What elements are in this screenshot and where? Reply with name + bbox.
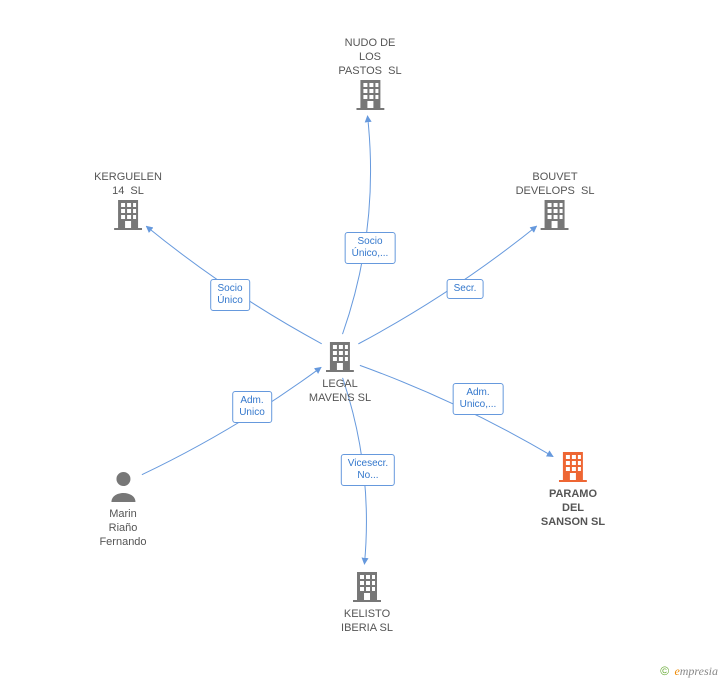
node-nudo: NUDO DE LOS PASTOS SL xyxy=(338,36,401,115)
building-icon xyxy=(353,570,381,607)
building-icon xyxy=(541,198,569,235)
edge-label: Secr. xyxy=(447,279,484,299)
node-legal_mavens: LEGAL MAVENS SL xyxy=(309,340,371,405)
brand-rest: mpresia xyxy=(680,664,718,678)
node-kerguelen: KERGUELEN 14 SL xyxy=(94,170,162,235)
edge-label: Adm. Unico xyxy=(232,391,272,423)
node-label: KERGUELEN 14 SL xyxy=(94,170,162,198)
node-label: KELISTO IBERIA SL xyxy=(341,607,393,635)
edge-label: Adm. Unico,... xyxy=(453,383,504,415)
watermark: © empresia xyxy=(660,664,718,679)
building-icon xyxy=(114,198,142,235)
node-kelisto: KELISTO IBERIA SL xyxy=(341,570,393,635)
copyright-symbol: © xyxy=(660,664,669,678)
node-marin: Marin Riaño Fernando xyxy=(99,470,146,549)
building-icon xyxy=(356,78,384,115)
node-paramo: PARAMO DEL SANSON SL xyxy=(541,450,605,529)
edge-label: Socio Único,... xyxy=(345,232,396,264)
node-label: Marin Riaño Fernando xyxy=(99,507,146,549)
node-label: NUDO DE LOS PASTOS SL xyxy=(338,36,401,78)
building-icon xyxy=(559,450,587,487)
node-label: LEGAL MAVENS SL xyxy=(309,377,371,405)
node-label: PARAMO DEL SANSON SL xyxy=(541,487,605,529)
node-bouvet: BOUVET DEVELOPS SL xyxy=(516,170,595,235)
node-label: BOUVET DEVELOPS SL xyxy=(516,170,595,198)
building-icon xyxy=(326,340,354,377)
edge-label: Vicesecr. No... xyxy=(341,454,395,486)
edge-legal_mavens-nudo xyxy=(343,116,371,334)
edge-label: Socio Único xyxy=(210,279,250,311)
person-icon xyxy=(109,470,137,507)
